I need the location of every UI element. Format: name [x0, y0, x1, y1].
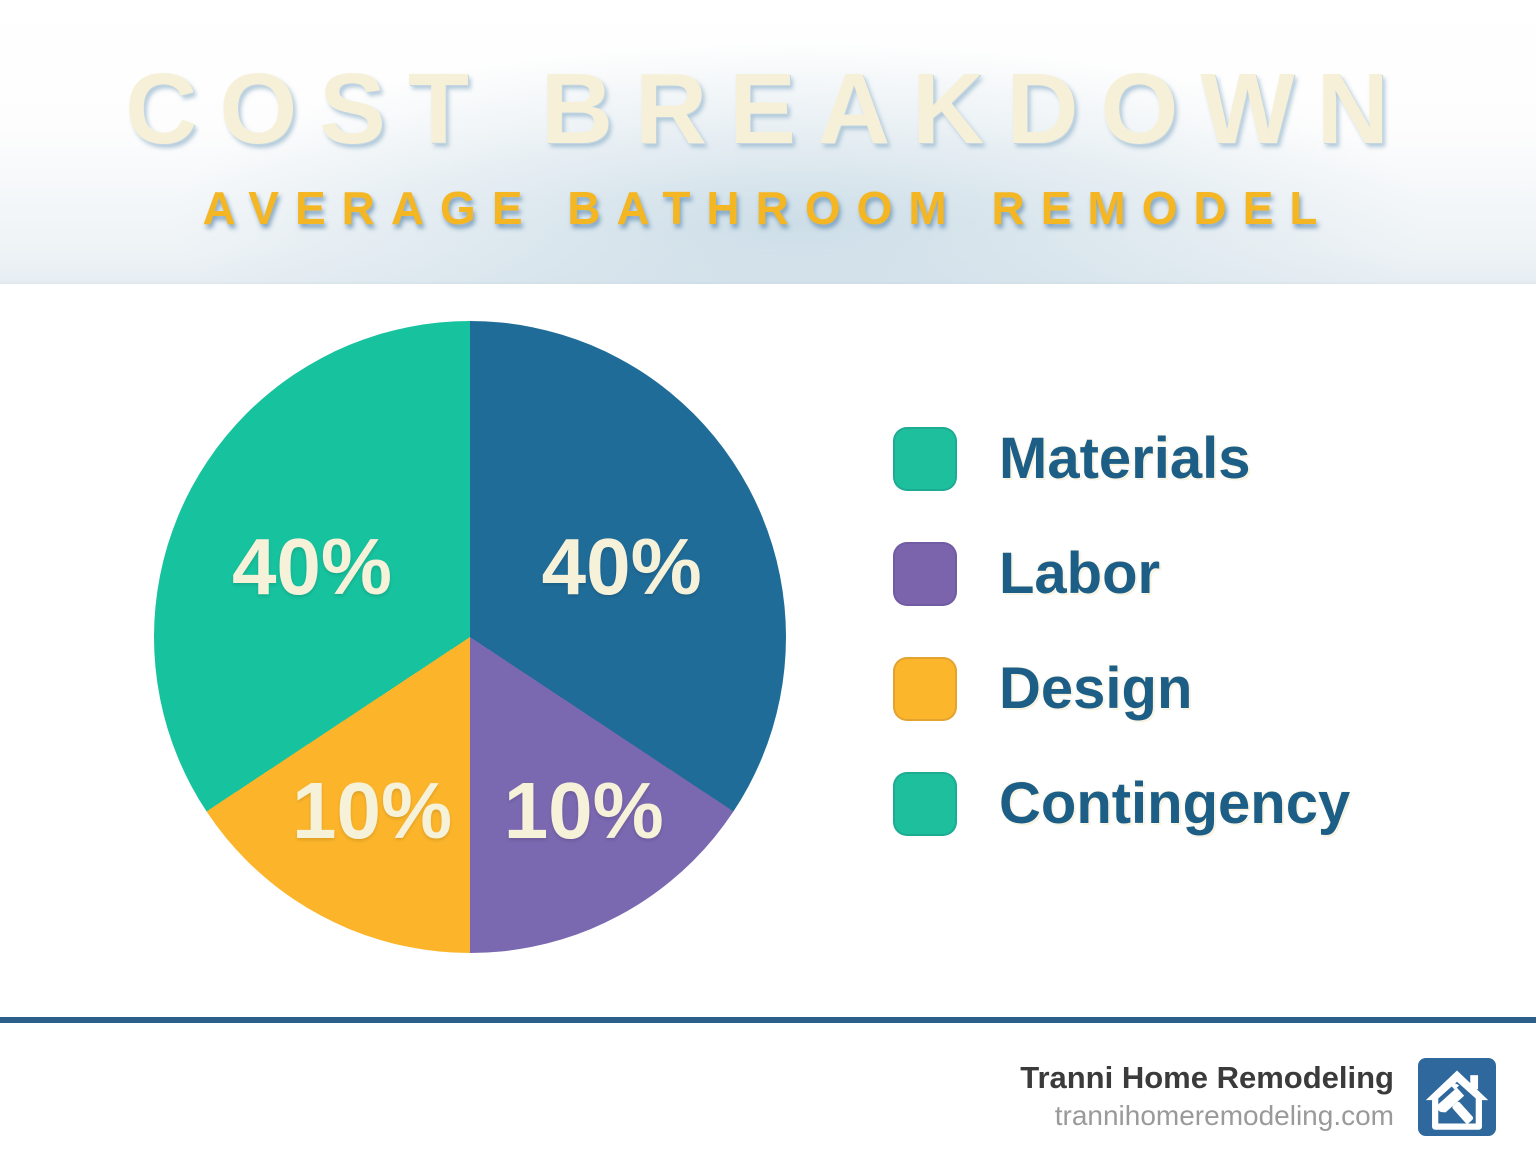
legend-item-materials: Materials — [893, 425, 1350, 492]
labor-swatch-icon — [893, 541, 957, 606]
legend-label: Materials — [999, 426, 1251, 491]
pie-slice-label-labor: 10% — [503, 765, 664, 855]
materials-swatch-icon — [893, 426, 957, 491]
legend-label: Labor — [999, 541, 1161, 606]
company-name: Tranni Home Remodeling — [1020, 1060, 1394, 1096]
pie-chart: 40% 40% 10% 10% — [154, 321, 786, 953]
legend-item-contingency: Contingency — [893, 770, 1350, 837]
page-subtitle: AVERAGE BATHROOM REMODEL — [202, 182, 1334, 234]
design-swatch-icon — [893, 656, 957, 721]
pie-slice-label-materials: 40% — [231, 522, 393, 612]
website-url: trannihomeremodeling.com — [1054, 1100, 1394, 1132]
pie-slice-label-right: 40% — [541, 522, 702, 612]
footer-text: Tranni Home Remodeling trannihomeremodel… — [1020, 1059, 1394, 1135]
footer: Tranni Home Remodeling trannihomeremodel… — [0, 1040, 1536, 1154]
legend-label: Design — [999, 656, 1193, 721]
header: COST BREAKDOWN AVERAGE BATHROOM REMODEL — [0, 0, 1536, 284]
legend-label: Contingency — [999, 771, 1351, 836]
house-hammer-icon — [1418, 1058, 1496, 1136]
page-title: COST BREAKDOWN — [125, 53, 1411, 165]
legend-item-labor: Labor — [893, 540, 1350, 607]
legend: Materials Labor Design Contingency — [893, 425, 1350, 837]
pie-slice-label-design: 10% — [291, 765, 453, 855]
contingency-swatch-icon — [893, 771, 957, 836]
legend-item-design: Design — [893, 655, 1350, 722]
footer-divider — [0, 1017, 1536, 1023]
